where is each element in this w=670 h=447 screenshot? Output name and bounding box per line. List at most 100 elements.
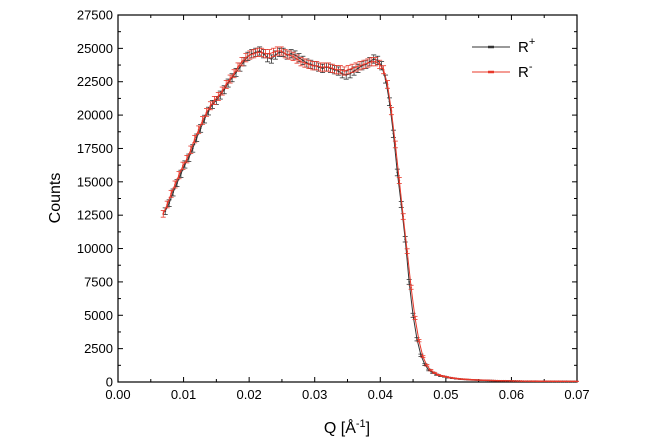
x-axis-ticks: 0.00 0.01 0.02 0.03 0.04 0.05 0.06 0.07 — [105, 15, 590, 402]
series-line — [164, 50, 575, 382]
data-point — [488, 379, 491, 382]
data-point — [315, 64, 318, 67]
data-point — [191, 147, 194, 150]
data-point — [524, 380, 527, 383]
data-point — [390, 110, 393, 112]
data-point — [465, 378, 468, 381]
y-tick-label: 27500 — [77, 8, 113, 23]
data-point — [272, 51, 275, 54]
data-point — [402, 215, 405, 218]
data-point — [199, 127, 202, 130]
x-tick-label: 0.02 — [236, 387, 261, 402]
data-point — [205, 111, 208, 114]
data-point — [398, 179, 401, 182]
data-point — [386, 83, 389, 86]
data-point — [172, 191, 174, 194]
data-point — [335, 68, 338, 71]
data-point — [178, 174, 180, 177]
data-point — [512, 380, 515, 382]
data-point — [492, 379, 495, 382]
data-point — [323, 66, 326, 68]
data-point — [551, 380, 554, 383]
data-point — [520, 380, 523, 382]
data-point — [540, 380, 542, 383]
series-r-minus — [160, 46, 579, 383]
data-point — [217, 95, 220, 98]
data-point — [457, 377, 460, 380]
data-point — [473, 378, 475, 381]
data-point — [477, 379, 479, 381]
data-point — [575, 380, 578, 383]
data-point — [571, 380, 574, 383]
data-point — [302, 59, 304, 62]
data-point — [484, 379, 487, 382]
data-point — [278, 51, 281, 54]
data-point — [201, 119, 204, 122]
data-point — [162, 212, 165, 215]
data-point — [567, 380, 570, 383]
series-layer — [160, 46, 579, 383]
x-tick-label: 0.07 — [564, 387, 589, 402]
legend-entry-r-plus: R+ — [472, 36, 535, 56]
data-point — [300, 60, 302, 63]
y-tick-label: 0 — [106, 375, 113, 390]
legend-label-r-plus: R+ — [518, 36, 535, 56]
data-point — [563, 380, 566, 383]
legend: R+ R- — [472, 36, 535, 81]
data-point — [290, 52, 293, 55]
y-tick-label: 10000 — [77, 241, 113, 256]
y-axis-ticks: 0 2500 5000 7500 10000 12500 15000 17500 20000 22… — [77, 8, 577, 390]
data-point — [321, 67, 324, 70]
data-point — [372, 58, 375, 60]
data-point — [343, 70, 346, 72]
data-point — [516, 380, 519, 382]
data-point — [453, 377, 456, 380]
data-point — [508, 379, 511, 382]
x-tick-label: 0.06 — [499, 387, 524, 402]
series-r-plus — [162, 46, 577, 383]
data-point — [370, 60, 373, 63]
legend-label-r-minus: R- — [518, 61, 533, 81]
data-point — [185, 158, 188, 161]
data-point — [374, 60, 377, 63]
data-point — [213, 99, 216, 102]
legend-entry-r-minus: R- — [472, 61, 533, 81]
data-point — [528, 380, 531, 383]
data-point — [422, 355, 424, 358]
data-point — [337, 70, 340, 72]
data-point — [276, 50, 279, 52]
data-point — [233, 72, 235, 75]
data-point — [481, 379, 483, 382]
data-point — [237, 66, 239, 68]
data-point — [187, 156, 190, 159]
data-point — [355, 66, 357, 68]
data-point — [241, 60, 243, 63]
data-point — [193, 138, 196, 141]
data-point — [449, 376, 452, 379]
data-point — [347, 68, 350, 71]
data-point — [303, 62, 306, 64]
data-point — [500, 379, 503, 382]
x-tick-label: 0.00 — [105, 387, 130, 402]
y-tick-label: 17500 — [77, 141, 113, 156]
x-tick-label: 0.03 — [302, 387, 327, 402]
data-point — [357, 67, 359, 70]
y-tick-label: 25000 — [77, 41, 113, 56]
data-point — [248, 54, 251, 56]
data-point — [339, 68, 342, 71]
data-point — [292, 55, 294, 58]
x-tick-label: 0.04 — [368, 387, 393, 402]
data-point — [547, 380, 550, 383]
x-tick-label: 0.05 — [433, 387, 458, 402]
data-point — [182, 164, 184, 167]
data-point — [203, 118, 206, 120]
data-point — [252, 52, 255, 55]
data-point — [359, 64, 361, 67]
data-point — [469, 378, 472, 381]
data-point — [536, 380, 538, 383]
data-point — [418, 339, 420, 342]
data-point — [437, 374, 440, 376]
data-point — [331, 67, 334, 70]
data-point — [170, 192, 173, 195]
